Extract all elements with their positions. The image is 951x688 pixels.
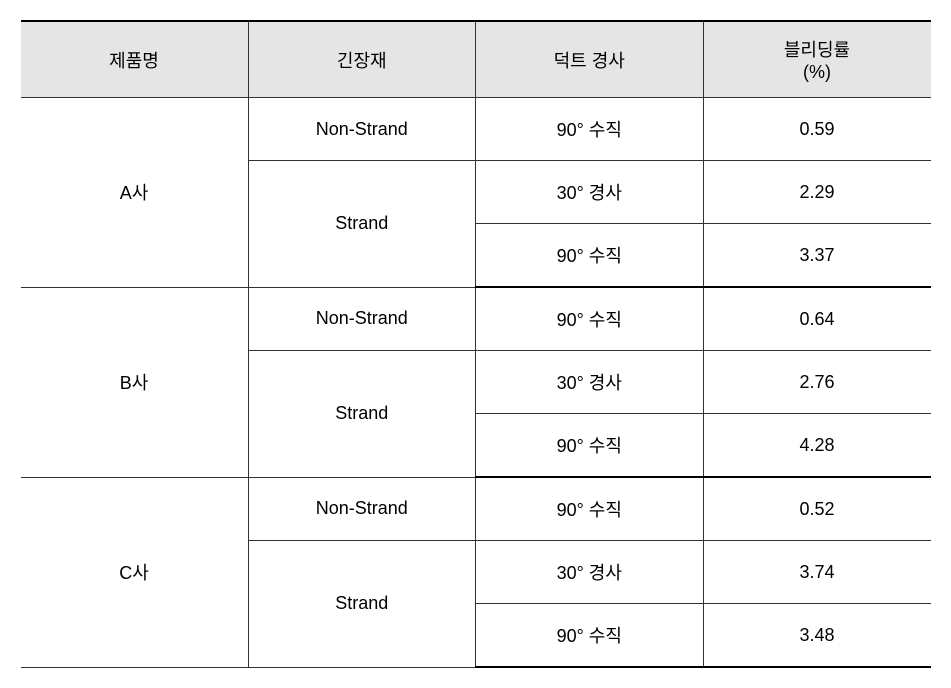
cell-tension: Strand (248, 161, 476, 288)
cell-slope: 90° 수직 (476, 477, 704, 541)
cell-tension: Non-Strand (248, 98, 476, 161)
cell-slope: 90° 수직 (476, 604, 704, 668)
cell-product: A사 (21, 98, 249, 288)
cell-slope: 90° 수직 (476, 287, 704, 351)
cell-bleeding: 2.29 (703, 161, 931, 224)
bleeding-rate-table-container: 제품명 긴장재 덕트 경사 블리딩률 (%) A사 Non-Strand 90°… (21, 20, 931, 668)
cell-slope: 30° 경사 (476, 161, 704, 224)
cell-tension: Strand (248, 351, 476, 478)
table-row: B사 Non-Strand 90° 수직 0.64 (21, 287, 931, 351)
table-row: A사 Non-Strand 90° 수직 0.59 (21, 98, 931, 161)
cell-bleeding: 0.59 (703, 98, 931, 161)
cell-product: B사 (21, 287, 249, 477)
header-tension: 긴장재 (248, 21, 476, 98)
header-bleeding: 블리딩률 (%) (703, 21, 931, 98)
table-row: C사 Non-Strand 90° 수직 0.52 (21, 477, 931, 541)
header-bleeding-line1: 블리딩률 (784, 40, 850, 60)
cell-bleeding: 0.64 (703, 287, 931, 351)
header-bleeding-line2: (%) (803, 62, 831, 82)
header-product: 제품명 (21, 21, 249, 98)
cell-tension: Non-Strand (248, 287, 476, 351)
cell-slope: 30° 경사 (476, 351, 704, 414)
cell-bleeding: 0.52 (703, 477, 931, 541)
cell-slope: 90° 수직 (476, 224, 704, 288)
header-slope: 덕트 경사 (476, 21, 704, 98)
cell-product: C사 (21, 477, 249, 667)
cell-bleeding: 3.74 (703, 541, 931, 604)
cell-tension: Non-Strand (248, 477, 476, 541)
cell-bleeding: 4.28 (703, 414, 931, 478)
cell-bleeding: 3.37 (703, 224, 931, 288)
table-header-row: 제품명 긴장재 덕트 경사 블리딩률 (%) (21, 21, 931, 98)
cell-bleeding: 3.48 (703, 604, 931, 668)
cell-slope: 90° 수직 (476, 98, 704, 161)
cell-slope: 30° 경사 (476, 541, 704, 604)
cell-bleeding: 2.76 (703, 351, 931, 414)
cell-slope: 90° 수직 (476, 414, 704, 478)
bleeding-rate-table: 제품명 긴장재 덕트 경사 블리딩률 (%) A사 Non-Strand 90°… (21, 20, 931, 668)
cell-tension: Strand (248, 541, 476, 668)
